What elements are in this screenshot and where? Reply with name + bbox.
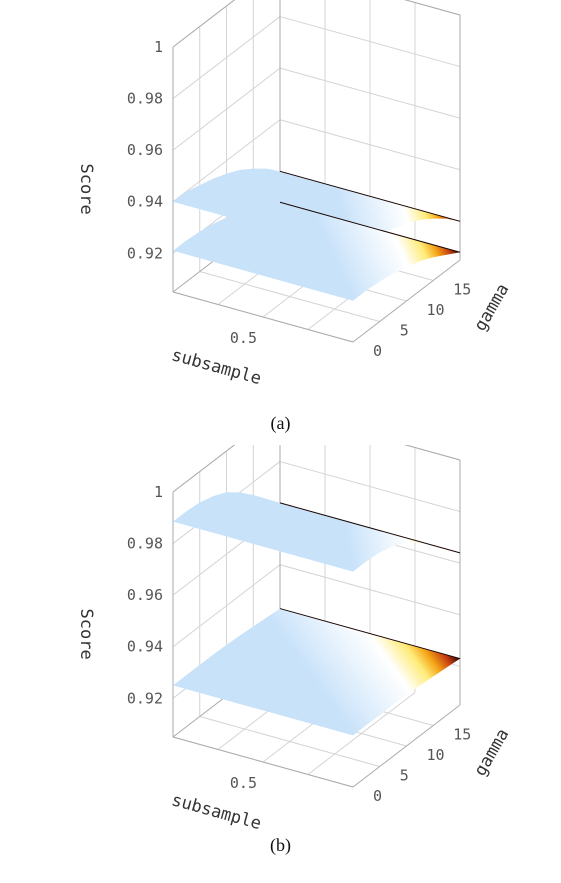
z-tick-label: 0.92 [127,244,163,262]
caption-b: (b) [270,835,291,855]
surface-series-1 [173,492,460,572]
grid-line [307,692,416,775]
z-tick-label: 0.96 [127,141,163,159]
surface-series-1 [173,168,460,252]
surfaces [173,168,461,301]
surface-chart-b: 1 0.98 0.96 0.94 0.92 05 10 15 0.5 Score subsample… [76,445,513,834]
z-tick-label: 0.96 [127,586,163,604]
tick-labels: 1 0.98 0.96 0.94 0.92 05 10 15 0.5 [127,38,471,360]
surface-chart-a: 1 0.98 0.96 0.94 0.92 05 10 15 0.5 Score subsample… [76,0,513,389]
box-edge [404,445,461,461]
z-tick-label: 0.98 [127,90,163,108]
z-tick-label: 0.98 [127,535,163,553]
tick-labels: 1 0.98 0.96 0.94 0.92 05 10 15 0.5 [127,483,471,805]
surface-series-2 [173,608,460,736]
surfaces [173,492,461,736]
gamma-tick-label: 0 [373,342,382,360]
subsample-axis-label: subsample [169,345,263,389]
z-tick-label: 0.94 [127,638,163,656]
subsample-tick-label: 0.5 [230,329,257,347]
chart-panel-a: 1 0.98 0.96 0.94 0.92 0 5 10 15 0.5 Score subsample… [76,0,513,433]
subsample-tick-label: 0.5 [230,774,257,792]
z-tick-label: 1 [154,38,163,56]
gamma-tick-label: 5 [400,322,409,340]
box-edge [172,445,236,493]
chart-panel-b: 1 0.98 0.96 0.94 0.92 0 5 10 15 0.5 Score subsample… [0,445,561,883]
grid [172,0,461,343]
z-axis-label: Score [76,164,96,215]
box-edge [352,259,461,343]
surface-series-2 [173,202,460,301]
z-axis-label: Score [76,609,96,660]
gamma-axis-label: gamma [470,725,513,779]
surface-edge [279,170,461,222]
subsample-axis-label: subsample [169,790,263,834]
box-edge [172,291,354,343]
z-tick-label: 1 [154,483,163,501]
box-edge [404,0,461,16]
box-edge [172,0,236,48]
box-edge [352,704,461,788]
gamma-tick-label: 10 [427,746,445,764]
caption-a: (a) [270,413,291,433]
surface-edge [279,608,461,660]
box-edge [172,736,354,788]
surface-edge [279,201,461,253]
gamma-tick-label: 15 [453,726,471,744]
gamma-tick-label: 5 [400,767,409,785]
z-tick-label: 0.94 [127,193,163,211]
surface-edge [279,502,461,554]
gamma-tick-label: 0 [373,787,382,805]
gamma-axis-label: gamma [470,280,513,334]
gamma-tick-label: 15 [453,281,471,299]
z-tick-label: 0.92 [127,689,163,707]
gamma-tick-label: 10 [427,301,445,319]
